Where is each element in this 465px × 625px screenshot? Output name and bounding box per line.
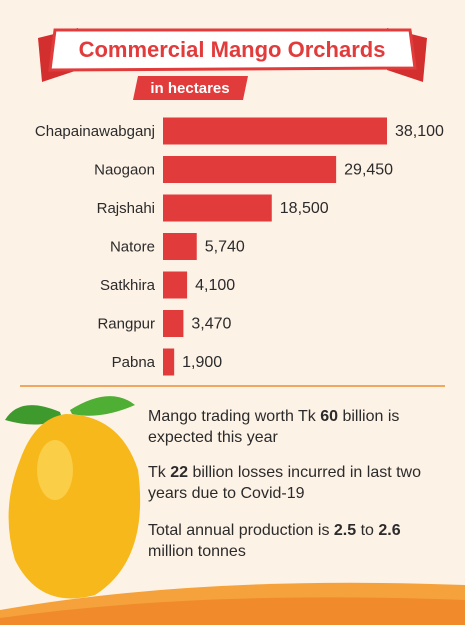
- fact-text: million tonnes: [148, 543, 246, 560]
- fact-text: billion is expected this year: [148, 408, 400, 446]
- fact-text: 2.5: [333, 522, 357, 539]
- chart-subtitle: in hectares: [150, 80, 229, 97]
- category-label: Rangpur: [97, 315, 155, 332]
- value-label: 38,100: [395, 123, 444, 140]
- category-label: Rajshahi: [97, 200, 155, 217]
- mango-illustration: [5, 396, 141, 599]
- fact: Tk 22 billion losses incurred in last tw…: [148, 462, 448, 504]
- category-label: Pabna: [112, 354, 156, 371]
- title-ribbon: [48, 28, 417, 72]
- category-label: Natore: [110, 238, 155, 255]
- category-label: Naogaon: [94, 161, 155, 178]
- fact-text: Total annual production is: [148, 522, 334, 539]
- fact-text: 2.6: [378, 522, 401, 539]
- bar: [163, 348, 175, 376]
- value-label: 18,500: [280, 200, 329, 217]
- category-label: Satkhira: [100, 277, 156, 294]
- subtitle-band: [133, 76, 248, 100]
- leaf: [70, 396, 135, 416]
- value-label: 1,900: [182, 354, 222, 371]
- bar: [163, 156, 337, 183]
- bar: [163, 271, 188, 299]
- chart-title: Commercial Mango Orchards: [79, 37, 386, 62]
- bar: [163, 310, 184, 337]
- value-label: 29,450: [344, 162, 393, 179]
- bottom-swoosh: [0, 597, 465, 625]
- fact-text: to: [356, 522, 379, 539]
- value-label: 3,470: [191, 316, 231, 333]
- fact-text: 22: [170, 464, 189, 481]
- leaf: [5, 405, 62, 425]
- fact-text: Tk: [148, 464, 171, 481]
- fact: Mango trading worth Tk 60 billion is exp…: [148, 406, 448, 448]
- highlight: [37, 440, 73, 500]
- bar: [163, 194, 272, 222]
- bar: [163, 233, 197, 260]
- value-label: 4,100: [195, 277, 235, 294]
- category-label: Chapainawabganj: [35, 123, 155, 140]
- fact-text: billion losses incurred in last two year…: [148, 464, 422, 502]
- value-label: 5,740: [205, 239, 245, 256]
- mango: [8, 414, 141, 599]
- fact-text: Mango trading worth Tk: [148, 408, 321, 425]
- fact: Total annual production is 2.5 to 2.6 mi…: [148, 520, 448, 562]
- fact-text: 60: [320, 408, 339, 425]
- bar: [163, 117, 387, 145]
